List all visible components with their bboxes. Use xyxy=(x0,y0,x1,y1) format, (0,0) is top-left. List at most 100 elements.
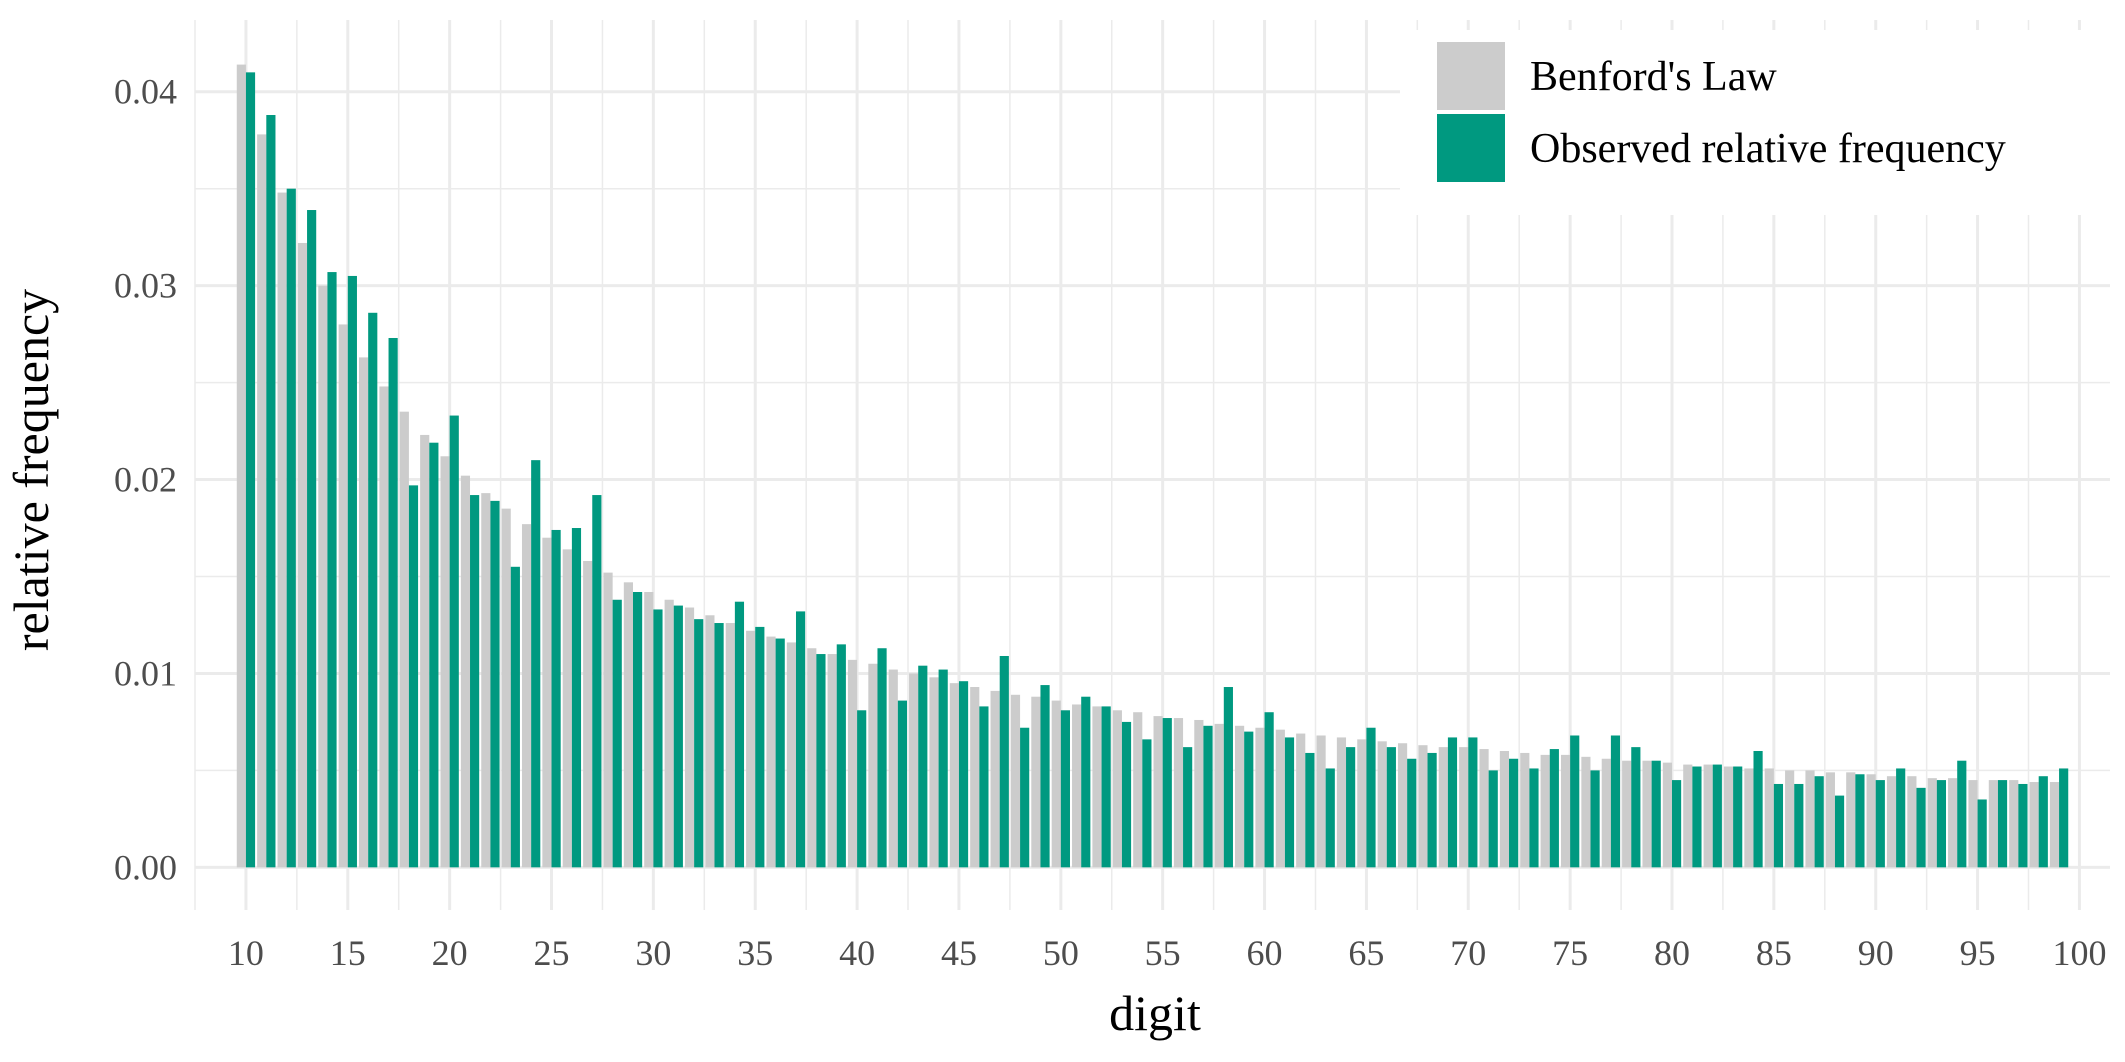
bar-observed-12 xyxy=(286,188,296,868)
bar-benford-63 xyxy=(1316,735,1326,868)
bar-observed-95 xyxy=(1977,799,1987,868)
bar-benford-54 xyxy=(1133,712,1143,868)
bar-benford-41 xyxy=(868,663,878,868)
bar-observed-71 xyxy=(1488,770,1498,868)
bar-observed-65 xyxy=(1366,727,1376,868)
bar-observed-50 xyxy=(1060,710,1070,868)
bar-observed-21 xyxy=(470,495,480,868)
bar-benford-23 xyxy=(501,508,511,868)
bar-benford-62 xyxy=(1296,733,1306,868)
bar-benford-34 xyxy=(725,623,735,868)
bar-observed-40 xyxy=(857,710,867,868)
bar-observed-55 xyxy=(1162,718,1172,868)
bar-observed-76 xyxy=(1590,770,1600,868)
bar-benford-12 xyxy=(277,192,287,868)
bar-benford-59 xyxy=(1235,725,1245,868)
legend: Benford's Law Observed relative frequenc… xyxy=(1400,30,2125,215)
y-axis-ticks: 0.00 0.01 0.02 0.03 0.04 xyxy=(114,72,177,888)
bar-benford-18 xyxy=(399,411,409,868)
bar-benford-88 xyxy=(1825,772,1835,868)
bar-observed-48 xyxy=(1020,727,1030,868)
bar-benford-45 xyxy=(949,683,959,868)
bar-observed-59 xyxy=(1244,731,1254,868)
bar-benford-82 xyxy=(1703,764,1713,868)
bar-observed-99 xyxy=(2059,768,2069,868)
bar-observed-75 xyxy=(1570,735,1580,868)
bar-observed-52 xyxy=(1101,706,1111,868)
bar-benford-95 xyxy=(1968,780,1978,868)
bar-benford-15 xyxy=(338,324,348,868)
bar-benford-48 xyxy=(1010,694,1021,868)
bar-observed-23 xyxy=(510,566,520,868)
bar-benford-91 xyxy=(1886,776,1897,868)
bar-benford-80 xyxy=(1662,762,1672,868)
bar-benford-42 xyxy=(888,669,898,868)
bar-observed-38 xyxy=(816,654,826,868)
bar-observed-19 xyxy=(429,442,439,868)
bar-observed-77 xyxy=(1610,735,1621,868)
bar-benford-85 xyxy=(1764,768,1774,868)
bar-observed-84 xyxy=(1753,751,1763,868)
bar-observed-27 xyxy=(592,495,602,868)
bar-observed-32 xyxy=(694,619,704,868)
legend-label-observed: Observed relative frequency xyxy=(1530,126,2006,172)
bar-benford-17 xyxy=(379,386,389,868)
y-tick-label: 0.03 xyxy=(114,266,177,306)
bar-observed-97 xyxy=(2018,783,2028,868)
bar-benford-47 xyxy=(990,690,1000,868)
bar-benford-38 xyxy=(807,648,817,868)
bar-observed-54 xyxy=(1142,739,1152,868)
bar-observed-28 xyxy=(612,599,622,868)
bar-benford-31 xyxy=(664,599,674,868)
bar-observed-58 xyxy=(1223,687,1233,868)
x-tick-label: 60 xyxy=(1247,933,1283,973)
bar-observed-42 xyxy=(897,700,908,868)
y-tick-label: 0.04 xyxy=(114,72,177,112)
bar-observed-64 xyxy=(1346,747,1356,868)
bar-observed-62 xyxy=(1305,752,1315,868)
bar-benford-64 xyxy=(1336,737,1347,868)
bar-benford-50 xyxy=(1051,700,1061,868)
bar-observed-57 xyxy=(1203,725,1213,868)
bar-benford-25 xyxy=(542,537,552,868)
bar-observed-74 xyxy=(1549,749,1559,868)
bar-benford-81 xyxy=(1683,764,1693,868)
bar-observed-13 xyxy=(307,210,317,868)
bar-observed-53 xyxy=(1121,721,1132,868)
bar-benford-14 xyxy=(318,285,328,868)
bar-benford-19 xyxy=(420,434,430,868)
bar-benford-55 xyxy=(1153,716,1163,868)
bar-observed-73 xyxy=(1529,768,1539,868)
bar-observed-67 xyxy=(1407,758,1417,868)
bar-observed-31 xyxy=(673,605,683,868)
bar-observed-37 xyxy=(795,611,806,868)
x-tick-label: 15 xyxy=(330,933,366,973)
bar-observed-83 xyxy=(1733,766,1743,868)
x-tick-label: 10 xyxy=(228,933,264,973)
legend-label-benford: Benford's Law xyxy=(1530,54,1777,100)
bar-benford-60 xyxy=(1255,727,1265,868)
bar-benford-99 xyxy=(2049,782,2060,868)
bar-observed-46 xyxy=(979,706,989,868)
bar-observed-10 xyxy=(245,72,256,868)
bar-observed-15 xyxy=(347,275,357,868)
bar-benford-74 xyxy=(1540,754,1550,868)
bar-observed-49 xyxy=(1040,685,1050,868)
bar-benford-46 xyxy=(970,687,980,868)
bar-observed-87 xyxy=(1814,776,1824,868)
y-tick-label: 0.01 xyxy=(114,653,177,693)
legend-swatch-observed xyxy=(1437,114,1505,182)
bar-observed-70 xyxy=(1468,737,1478,868)
x-tick-label: 50 xyxy=(1043,933,1079,973)
bar-benford-71 xyxy=(1479,749,1489,868)
bar-benford-26 xyxy=(562,549,572,868)
bar-observed-85 xyxy=(1773,783,1784,868)
bar-observed-22 xyxy=(490,500,500,868)
bar-benford-36 xyxy=(766,636,776,868)
bar-benford-97 xyxy=(2009,780,2019,868)
bar-observed-56 xyxy=(1183,747,1193,868)
bar-benford-78 xyxy=(1622,760,1632,868)
x-tick-label: 100 xyxy=(2052,933,2106,973)
